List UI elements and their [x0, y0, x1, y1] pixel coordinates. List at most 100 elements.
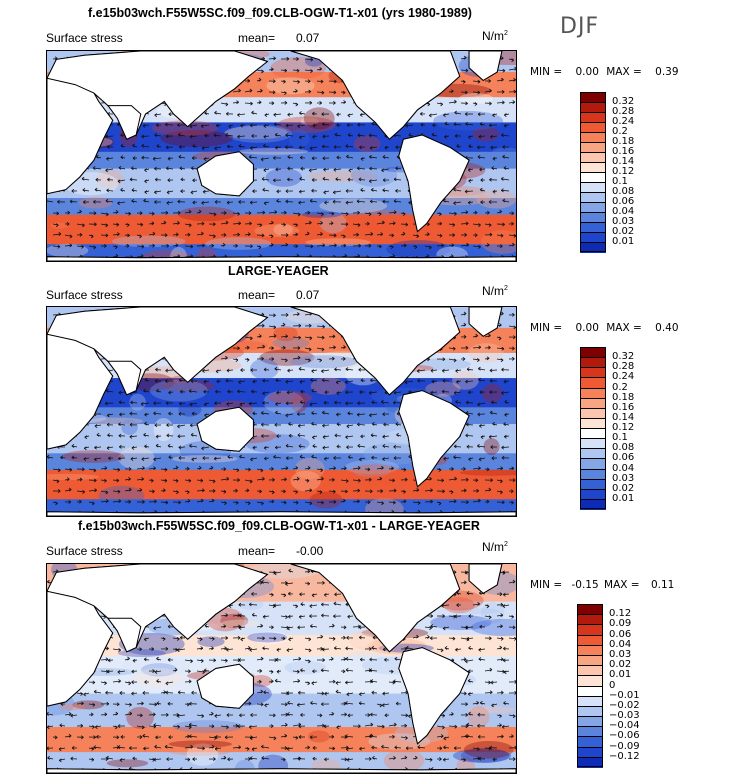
panel-1-title: f.e15b03wch.F55W5SC.f09_f09.CLB-OGW-T1-x… [88, 6, 472, 20]
panel-3-min-value: -0.15 [571, 579, 599, 591]
season-label: DJF [560, 14, 600, 39]
colorbar-swatch [577, 716, 603, 727]
colorbar-swatch [577, 614, 603, 625]
colorbar-swatch [580, 112, 606, 123]
colorbar-swatch [580, 242, 606, 253]
colorbar-tick-label: 0.08 [612, 186, 635, 197]
colorbar-tick-label: 0.12 [612, 422, 635, 433]
panel-3-map-svg [47, 564, 516, 773]
panel-2-map [46, 306, 517, 517]
colorbar-tick-label: 0.02 [612, 226, 635, 237]
colorbar-swatch [577, 756, 603, 768]
panel-3-field-label: Surface stress [46, 544, 123, 558]
colorbar-frame [577, 604, 603, 767]
colorbar-swatch [580, 407, 606, 419]
panel-1-min-value: 0.00 [575, 66, 599, 78]
panel-2-mean-label: mean= [238, 288, 276, 302]
colorbar-tick-label: 0.16 [612, 401, 635, 413]
colorbar-swatch [580, 152, 606, 163]
colorbar-swatch [580, 438, 606, 449]
panel-1-max-value: 0.39 [655, 66, 679, 78]
colorbar-tick-label: −0.02 [609, 699, 640, 711]
colorbar-tick-label: −0.06 [609, 730, 640, 742]
colorbar-tick-label: 0.01 [612, 492, 635, 504]
panel-3-colorbar: 0.12 0.09 0.06 0.04 0.03 0.02 0.01 0 −0.01 −0.02−… [577, 604, 640, 768]
colorbar-frame [580, 92, 606, 252]
colorbar-tick-label: 0 [609, 679, 616, 691]
panel-2-max-label: MAX = [606, 322, 642, 334]
colorbar-tick-label: 0.03 [612, 216, 635, 227]
colorbar-tick-label: 0.28 [612, 361, 635, 373]
panel-1-map-svg [47, 51, 516, 261]
colorbar-swatch [580, 232, 606, 243]
colorbar-swatch [580, 428, 606, 439]
panel-2-max-value: 0.40 [655, 322, 679, 334]
colorbar-swatch [580, 498, 606, 510]
panel-1-max-label: MAX = [606, 66, 642, 78]
colorbar-tick-label: 0.06 [612, 452, 635, 464]
panel-1-field-label: Surface stress [46, 31, 123, 45]
colorbar-tick-label: −0.09 [609, 740, 640, 752]
colorbar-swatch [577, 624, 603, 636]
colorbar-tick-label: 0.2 [612, 126, 628, 137]
colorbar-tick-label: 0.14 [612, 411, 635, 423]
colorbar-tick-label: 0.24 [612, 371, 635, 383]
colorbar-swatch [580, 222, 606, 233]
panel-2-map-svg [47, 307, 516, 516]
panel-3-mean-value: -0.00 [296, 544, 324, 558]
colorbar-swatch [580, 212, 606, 223]
colorbar-frame [580, 347, 606, 509]
colorbar-swatch [580, 478, 606, 490]
colorbar-tick-label: 0.04 [609, 638, 632, 650]
panel-2-title: LARGE-YEAGER [228, 264, 329, 278]
panel-3-max-value: 0.11 [650, 579, 675, 591]
panel-1-mean-value: 0.07 [296, 31, 320, 45]
colorbar-swatch [577, 644, 603, 656]
panel-3-map [46, 563, 517, 774]
colorbar-tick-label: 0.16 [612, 146, 635, 157]
panel-3-max-label: MAX = [604, 579, 640, 591]
colorbar-swatch [580, 102, 606, 113]
colorbar-swatch [580, 417, 606, 429]
colorbar-tick-label: 0.04 [612, 462, 635, 474]
panel-1-min-label: MIN = [530, 66, 563, 78]
colorbar-swatch [577, 746, 603, 758]
colorbar-swatch [580, 377, 606, 388]
colorbar-swatch [580, 357, 606, 368]
colorbar-swatch [580, 162, 606, 173]
panel-3-minmax: MIN = -0.15 MAX = 0.11 [530, 579, 674, 591]
colorbar-swatch [580, 448, 606, 459]
panel-2-units: N/m2 [482, 284, 508, 298]
colorbar-tick-label: 0.32 [612, 351, 635, 363]
colorbar-swatch [577, 654, 603, 666]
colorbar-tick-label: −0.12 [609, 750, 640, 762]
colorbar-swatch [577, 695, 603, 707]
colorbar-tick-label: 0.1 [612, 176, 628, 187]
colorbar-swatch [580, 182, 606, 193]
colorbar-tick-label: 0.18 [612, 136, 635, 147]
colorbar-swatch [577, 685, 603, 697]
colorbar-swatch [580, 468, 606, 480]
panel-3-units: N/m2 [482, 540, 508, 554]
colorbar-tick-label: 0.02 [612, 482, 635, 494]
colorbar-swatch [580, 397, 606, 409]
panel-2-field-label: Surface stress [46, 288, 123, 302]
colorbar-tick-label: 0.32 [612, 96, 635, 107]
colorbar-swatch [580, 458, 606, 469]
panel-2-min-value: 0.00 [575, 322, 599, 334]
colorbar-swatch [580, 367, 606, 378]
panel-3-mean-label: mean= [238, 544, 276, 558]
colorbar-tick-label: 0.08 [612, 442, 635, 454]
colorbar-tick-label: 0.14 [612, 156, 635, 167]
colorbar-swatch [580, 192, 606, 203]
colorbar-swatch [580, 172, 606, 183]
colorbar-tick-label: 0.1 [612, 432, 628, 444]
colorbar-tick-label: −0.03 [609, 710, 640, 722]
colorbar-tick-label: 0.03 [609, 648, 632, 660]
colorbar-tick-label: 0.01 [609, 669, 632, 681]
colorbar-tick-label: 0.06 [612, 196, 635, 207]
panel-1-mean-label: mean= [238, 31, 276, 45]
colorbar-swatch [580, 202, 606, 213]
colorbar-swatch [580, 387, 606, 399]
colorbar-tick-label: 0.09 [609, 618, 632, 630]
